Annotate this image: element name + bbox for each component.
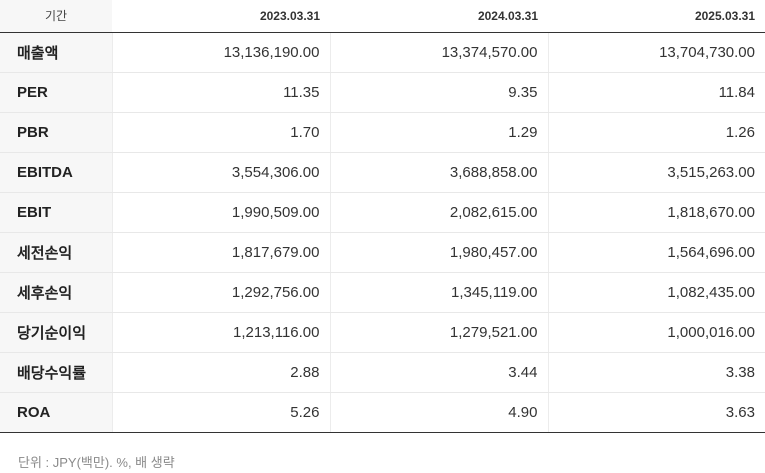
table-cell: 1,980,457.00 [329, 231, 548, 273]
table-cell: 1,292,756.00 [111, 272, 330, 313]
unit-footnote: 단위 : JPY(백만). %, 배 생략 [18, 455, 175, 470]
row-label: PER [0, 72, 112, 113]
table-cell: 1,817,679.00 [111, 231, 330, 273]
period-header: 2024.03.31 [330, 0, 548, 33]
table-row: PER 11.35 9.35 11.84 [0, 72, 765, 113]
table-cell: 13,136,190.00 [111, 32, 330, 73]
table-cell: 11.84 [547, 72, 765, 113]
row-label: EBIT [0, 192, 112, 233]
table-cell: 4.90 [329, 392, 548, 433]
table-row: EBITDA 3,554,306.00 3,688,858.00 3,515,2… [0, 152, 765, 193]
table-cell: 3,515,263.00 [547, 152, 765, 193]
table-row: 세전손익 1,817,679.00 1,980,457.00 1,564,696… [0, 231, 765, 273]
table-cell: 11.35 [111, 72, 330, 113]
table-row: PBR 1.70 1.29 1.26 [0, 112, 765, 153]
table-cell: 1,564,696.00 [547, 231, 765, 273]
header-row: 기간 2023.03.31 2024.03.31 2025.03.31 [0, 0, 765, 33]
row-label: 세전손익 [0, 231, 112, 273]
table-row: 배당수익률 2.88 3.44 3.38 [0, 352, 765, 393]
table-row: 매출액 13,136,190.00 13,374,570.00 13,704,7… [0, 32, 765, 73]
table-cell: 2,082,615.00 [329, 192, 548, 233]
table-cell: 1.26 [547, 112, 765, 153]
table-cell: 1,279,521.00 [329, 312, 548, 353]
table-cell: 1,000,016.00 [547, 312, 765, 353]
table-cell: 1.70 [111, 112, 330, 153]
table-cell: 1.29 [329, 112, 548, 153]
period-header: 2025.03.31 [548, 0, 765, 33]
table-cell: 3.44 [329, 352, 548, 393]
table-row: EBIT 1,990,509.00 2,082,615.00 1,818,670… [0, 192, 765, 233]
row-label: 배당수익률 [0, 352, 112, 393]
table-cell: 1,990,509.00 [111, 192, 330, 233]
row-label: 매출액 [0, 32, 112, 73]
table-cell: 1,213,116.00 [111, 312, 330, 353]
row-label: 당기순이익 [0, 312, 112, 353]
table-cell: 3,554,306.00 [111, 152, 330, 193]
table-body: 매출액 13,136,190.00 13,374,570.00 13,704,7… [0, 32, 765, 433]
row-label: PBR [0, 112, 112, 153]
table-cell: 9.35 [329, 72, 548, 113]
period-header: 2023.03.31 [112, 0, 330, 33]
table-cell: 2.88 [111, 352, 330, 393]
table-row: ROA 5.26 4.90 3.63 [0, 392, 765, 433]
table-cell: 1,082,435.00 [547, 272, 765, 313]
period-column-header: 기간 [0, 0, 112, 33]
row-label: ROA [0, 392, 112, 433]
table-cell: 1,345,119.00 [329, 272, 548, 313]
table-cell: 3.63 [547, 392, 765, 433]
table-cell: 13,704,730.00 [547, 32, 765, 73]
table-cell: 3,688,858.00 [329, 152, 548, 193]
table-row: 당기순이익 1,213,116.00 1,279,521.00 1,000,01… [0, 312, 765, 353]
table-cell: 5.26 [111, 392, 330, 433]
row-label: EBITDA [0, 152, 112, 193]
table-cell: 13,374,570.00 [329, 32, 548, 73]
table-header: 기간 2023.03.31 2024.03.31 2025.03.31 [0, 0, 765, 33]
table-row: 세후손익 1,292,756.00 1,345,119.00 1,082,435… [0, 272, 765, 313]
financial-table: 기간 2023.03.31 2024.03.31 2025.03.31 매출액 … [0, 0, 765, 433]
table-cell: 1,818,670.00 [547, 192, 765, 233]
row-label: 세후손익 [0, 272, 112, 313]
table-cell: 3.38 [547, 352, 765, 393]
